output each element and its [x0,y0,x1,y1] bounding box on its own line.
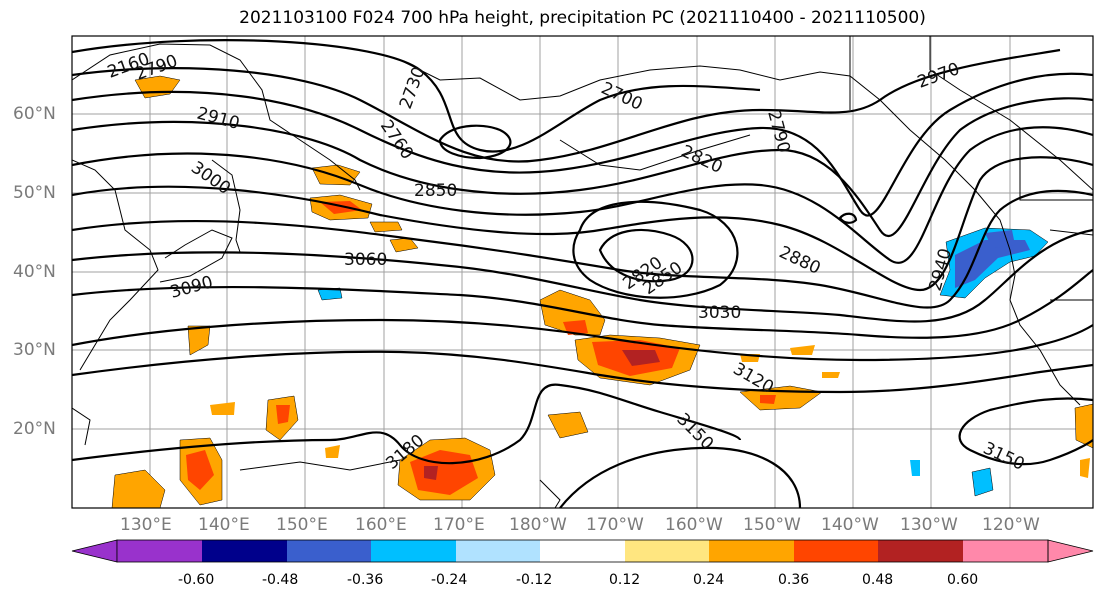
lat-label-30n: 30°N [13,340,56,360]
precip-patch-gulf-of-alaska-north [539,289,606,336]
colorbar-extend-high [1047,539,1094,563]
lon-label-140e: 140°E [198,515,250,535]
lat-label-60n: 60°N [13,104,56,124]
colorbar-label: -0.24 [431,572,468,588]
colorbar-extend-low [71,539,118,563]
colorbar-label: 0.60 [947,572,979,588]
lon-label-140w: 140°W [821,515,879,535]
colorbar-label: -0.36 [347,572,384,588]
precip-negative-patches [317,227,1049,497]
lon-label-160w: 160°W [665,515,723,535]
map-title: 2021103100 F024 700 hPa height, precipit… [239,8,926,28]
lon-label-170e: 170°E [433,515,485,535]
colorbar-label: -0.60 [178,572,215,588]
contour-label: 3030 [698,303,741,323]
lon-label-180w: 180°W [509,515,567,535]
lat-label-50n: 50°N [13,183,56,203]
lon-label-120w: 120°W [982,515,1040,535]
contour-label: 3060 [344,250,387,270]
lon-label-130w: 130°W [900,515,958,535]
coastlines [72,36,1093,508]
lon-label-170w: 170°W [586,515,644,535]
colorbar-label: 0.48 [862,572,894,588]
height-contours [72,39,1093,508]
colorbar-label: 0.24 [693,572,725,588]
colorbar-label: -0.48 [262,572,299,588]
graticule [72,36,1093,508]
lon-label-130e: 130°E [120,515,172,535]
colorbar-label: 0.12 [609,572,641,588]
lat-label-40n: 40°N [13,262,56,282]
lon-label-150w: 150°W [743,515,801,535]
map-frame [71,35,1094,509]
colorbar-label: 0.36 [778,572,810,588]
contour-label: 2850 [414,181,457,201]
lon-label-160e: 160°E [355,515,407,535]
lat-label-20n: 20°N [13,419,56,439]
colorbar [71,539,1094,563]
lon-label-150e: 150°E [276,515,328,535]
colorbar-label: -0.12 [516,572,553,588]
